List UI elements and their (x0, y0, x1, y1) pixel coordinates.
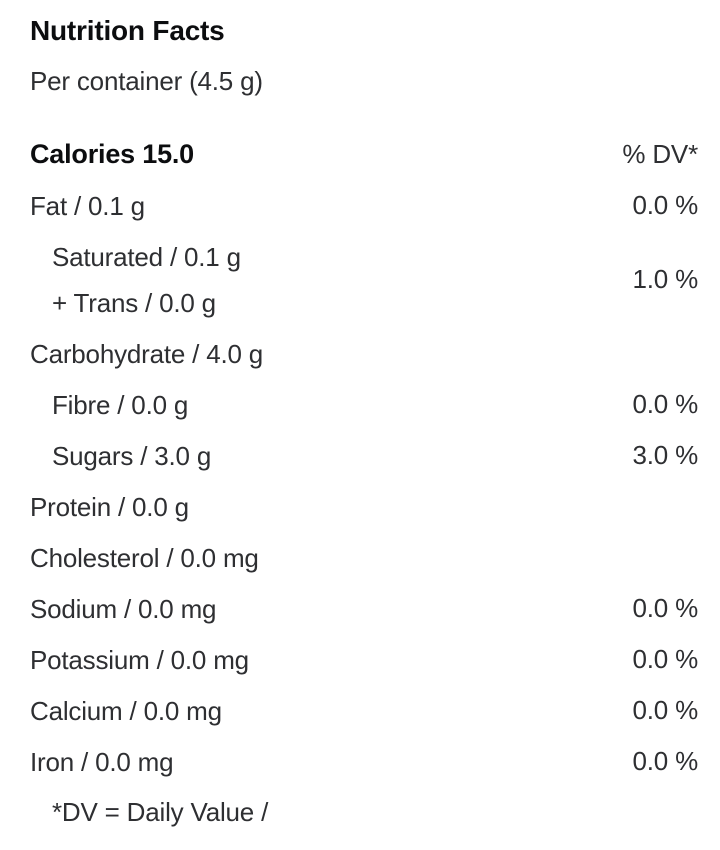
nutrient-labels: Iron / 0.0 mg (30, 739, 174, 785)
nutrient-labels: Calcium / 0.0 mg (30, 688, 222, 734)
nutrient-labels: Sugars / 3.0 g (30, 433, 211, 479)
nutrient-labels: Carbohydrate / 4.0 g (30, 331, 263, 377)
nutrient-label: Fat / 0.1 g (30, 190, 145, 221)
nutrient-label: Cholesterol / 0.0 mg (30, 542, 259, 573)
nutrient-label: Potassium / 0.0 mg (30, 644, 249, 675)
nutrient-labels: Fibre / 0.0 g (30, 382, 188, 428)
nutrient-row: Iron / 0.0 mg 0.0 % (30, 736, 698, 787)
calories-row: Calories 15.0 % DV* (30, 129, 698, 180)
nutrient-row: Carbohydrate / 4.0 g (30, 328, 698, 379)
nutrient-labels: Sodium / 0.0 mg (30, 586, 217, 632)
nutrient-label: Sodium / 0.0 mg (30, 593, 217, 624)
nutrient-daily-value: 0.0 % (632, 190, 699, 220)
nutrient-row: Saturated / 0.1 g + Trans / 0.0 g 1.0 % (30, 231, 698, 328)
nutrient-label: Carbohydrate / 4.0 g (30, 338, 264, 369)
nutrient-rows: Fat / 0.1 g 0.0 % Saturated / 0.1 g + Tr… (30, 180, 698, 787)
nutrition-facts-title: Nutrition Facts (30, 14, 225, 46)
nutrient-label: Protein / 0.0 g (30, 491, 189, 522)
nutrient-daily-value: 0.0 % (632, 746, 699, 776)
nutrient-row: Fat / 0.1 g 0.0 % (30, 180, 698, 231)
nutrient-row: Fibre / 0.0 g 0.0 % (30, 379, 698, 430)
nutrient-label: Iron / 0.0 mg (30, 746, 174, 777)
nutrient-row: Calcium / 0.0 mg 0.0 % (30, 685, 698, 736)
daily-value-footnote: *DV = Daily Value / (52, 797, 269, 827)
nutrient-labels: Protein / 0.0 g (30, 484, 189, 530)
nutrient-row: Sugars / 3.0 g 3.0 % (30, 430, 698, 481)
nutrient-labels: Saturated / 0.1 g + Trans / 0.0 g (30, 234, 241, 326)
calories-value: Calories 15.0 (30, 139, 195, 169)
nutrient-row: Potassium / 0.0 mg 0.0 % (30, 634, 698, 685)
nutrient-daily-value: 0.0 % (632, 593, 699, 623)
nutrient-label: Calcium / 0.0 mg (30, 695, 222, 726)
nutrient-label: Sugars / 3.0 g (52, 440, 212, 471)
nutrient-labels: Fat / 0.1 g (30, 183, 145, 229)
nutrient-daily-value: 0.0 % (632, 389, 699, 419)
nutrient-daily-value: 1.0 % (632, 264, 699, 294)
nutrient-labels: Potassium / 0.0 mg (30, 637, 249, 683)
nutrient-row: Sodium / 0.0 mg 0.0 % (30, 583, 698, 634)
serving-size: Per container (4.5 g) (30, 66, 263, 96)
daily-value-column-header: % DV* (622, 139, 698, 169)
nutrient-labels: Cholesterol / 0.0 mg (30, 535, 259, 581)
nutrient-daily-value: 0.0 % (632, 644, 699, 674)
nutrient-label: Saturated / 0.1 g (52, 241, 241, 272)
nutrient-row: Cholesterol / 0.0 mg (30, 532, 698, 583)
nutrient-label-secondary: + Trans / 0.0 g (52, 287, 216, 318)
nutrient-daily-value: 3.0 % (632, 440, 699, 470)
nutrient-daily-value: 0.0 % (632, 695, 699, 725)
nutrient-label: Fibre / 0.0 g (52, 389, 189, 420)
nutrient-row: Protein / 0.0 g (30, 481, 698, 532)
